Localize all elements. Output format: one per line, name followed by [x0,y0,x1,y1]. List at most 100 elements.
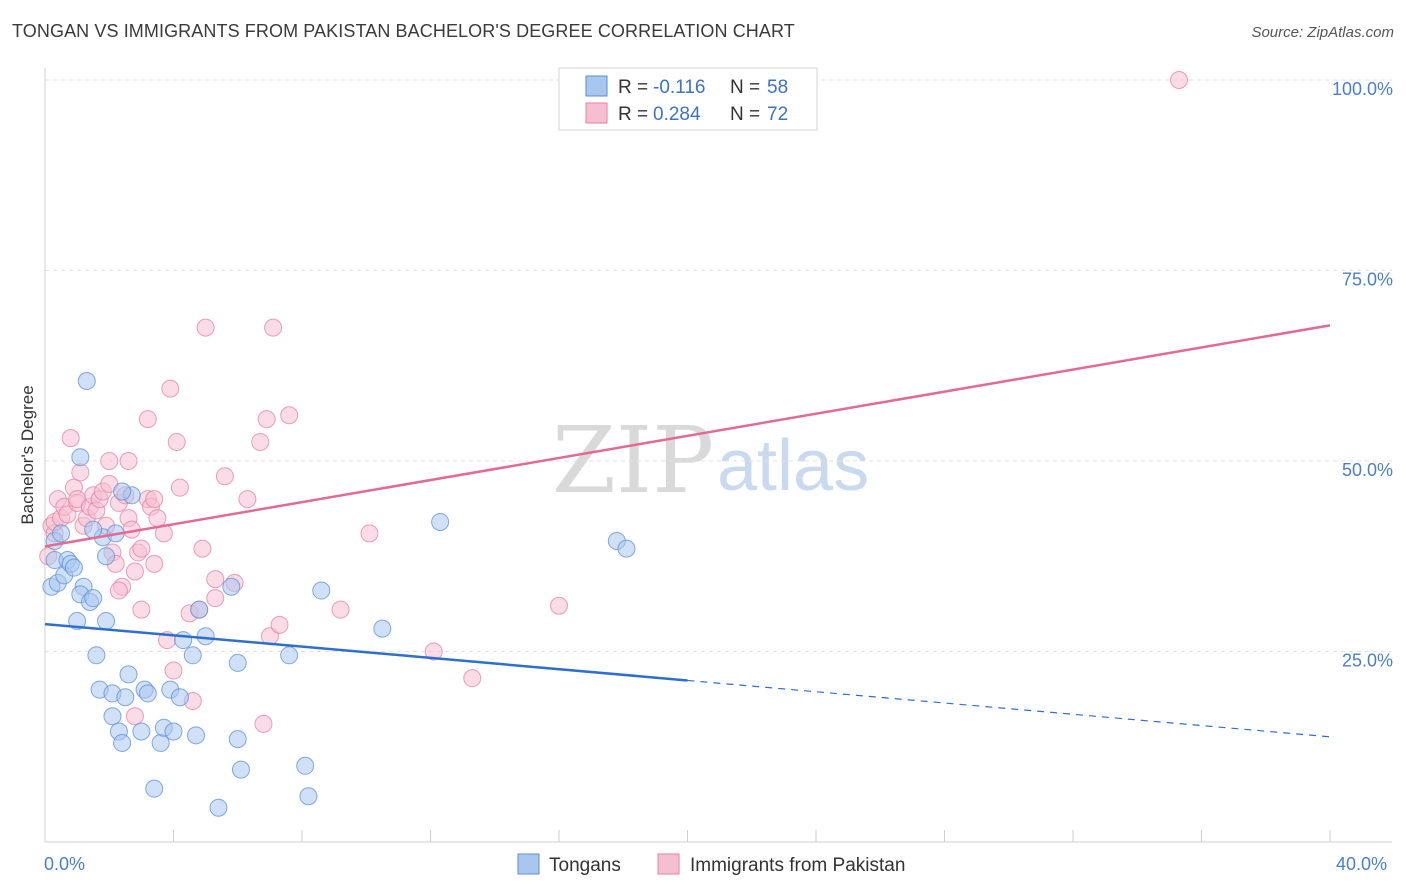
legend-n-label-pakistan: N = [730,104,760,125]
tongan-point [71,448,90,467]
tongan-point [138,684,157,703]
pakistan-point [463,669,482,688]
tongan-point [228,730,247,749]
source-label: Source: ZipAtlas.com [1251,24,1394,41]
legend-bottom-swatch-tongans [517,853,540,875]
tongan-point [312,581,331,600]
legend-top: R = -0.116 N = 58 R = 0.284 N = 72 [558,67,818,131]
pakistan-point [360,524,379,543]
legend-r-label-pakistan: R = [618,104,648,125]
legend-bottom: Tongans Immigrants from Pakistan [517,853,905,876]
pakistan-point [424,642,443,661]
tongan-point [190,600,209,619]
pakistan-point [119,452,138,470]
legend-swatch-pakistan [585,102,608,124]
pakistan-point [161,379,180,398]
x-tick-label-min: 0.0% [44,854,85,874]
pakistan-point [170,478,189,497]
pakistan-point [1170,71,1189,89]
tongan-point [77,371,96,390]
pakistan-point [145,490,164,509]
legend-r-value-pakistan: 0.284 [653,104,701,125]
y-axis-title: Bachelor's Degree [18,385,37,524]
tongan-point [280,646,299,665]
tongan-points [42,371,636,817]
pakistan-point [264,318,283,337]
pakistan-point [215,467,234,486]
legend-bottom-label-pakistan: Immigrants from Pakistan [690,855,905,876]
tongan-point [97,547,116,566]
pakistan-point [206,589,225,608]
tongan-point [373,619,392,638]
pakistan-point [100,452,119,470]
pakistan-point [196,318,215,337]
tongan-point [132,722,151,741]
tongan-point [186,726,205,745]
pakistan-point [251,432,270,451]
tongan-point [174,631,193,650]
pakistan-point [270,615,289,634]
y-tick-label: 100.0% [1332,79,1393,99]
tongan-point [617,539,636,558]
pakistan-point [193,539,212,558]
tongan-point [228,653,247,672]
tongan-point [164,722,183,741]
chart-title: TONGAN VS IMMIGRANTS FROM PAKISTAN BACHE… [12,21,795,41]
pakistan-point [132,600,151,619]
pakistan-point [148,509,167,528]
tongan-point [52,524,71,543]
axes [44,68,1392,843]
pakistan-point [550,596,568,615]
tongan-point [231,760,250,779]
tongan-point [170,688,189,707]
tongan-point [103,707,122,726]
legend-r-label-tongans: R = [618,77,648,98]
pakistan-point [331,600,350,619]
tongan-point [296,756,315,775]
pakistan-point [132,539,151,558]
legend-bottom-label-tongans: Tongans [549,855,621,876]
tongan-point [145,779,164,798]
tongan-point [87,646,106,665]
tongan-point [113,482,132,501]
legend-bottom-swatch-pakistan [657,853,680,875]
pakistan-point [145,554,164,573]
pakistan-point [257,410,276,429]
pakistan-point [206,570,225,589]
pakistan-point [254,714,273,733]
tongan-point [113,733,132,752]
tongan-point [84,589,103,608]
tongan-point [84,520,103,539]
trend-lines [44,324,1331,738]
pakistan-point [138,410,157,429]
watermark: ZIP atlas [552,407,869,514]
y-tick-labels: 25.0% 50.0% 75.0% 100.0% [1332,79,1393,671]
pakistan-point [167,432,186,451]
y-tick-label: 25.0% [1342,651,1393,671]
legend-n-value-tongans: 58 [767,77,788,98]
tongan-point [209,798,228,817]
x-ticks [44,830,1331,842]
tongan-point [431,512,450,531]
pakistan-point [238,490,257,509]
legend-n-label-tongans: N = [730,77,760,98]
pakistan-point [71,463,90,482]
gridlines [45,79,1392,652]
pakistan-trend-line [44,324,1331,548]
tongan-point [196,627,215,646]
tongan-point [97,612,116,631]
tongan-point [116,688,135,707]
tongan-point [183,646,202,665]
legend-r-value-tongans: -0.116 [653,77,705,98]
pakistan-point [125,707,144,726]
pakistan-point [109,581,128,600]
watermark-atlas: atlas [717,426,869,506]
pakistan-point [280,406,299,425]
pakistan-point [61,429,80,448]
y-tick-label: 75.0% [1342,270,1393,290]
tongan-point [222,577,241,596]
legend-n-value-pakistan: 72 [767,104,788,125]
x-tick-label-max: 40.0% [1336,854,1387,874]
tongan-trend-line [44,622,688,682]
